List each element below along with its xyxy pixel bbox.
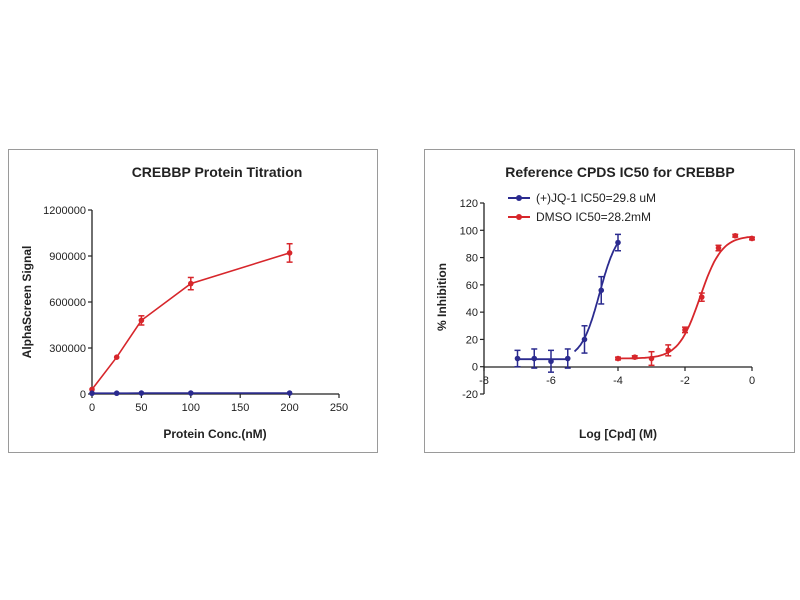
ic50-panel — [424, 149, 795, 453]
data-marks — [89, 242, 293, 397]
x-tick-label: 150 — [231, 402, 249, 414]
y-tick-label: 300000 — [49, 343, 86, 355]
protein-titration-chart: CREBBP Protein Titration AlphaScreen Sig… — [20, 164, 348, 441]
data-marks — [514, 232, 755, 373]
protein-titration-panel — [8, 149, 378, 453]
data-point — [648, 355, 655, 362]
data-point — [113, 390, 120, 397]
chart-title: CREBBP Protein Titration — [132, 164, 303, 180]
y-tick-label: 100 — [460, 225, 478, 237]
x-tick-label: -8 — [479, 375, 489, 387]
x-tick-label: -6 — [546, 375, 556, 387]
y-axis-label: % Inhibition — [435, 263, 449, 331]
x-tick-label: -4 — [613, 375, 623, 387]
data-point — [682, 327, 688, 333]
x-tick-label: 50 — [135, 402, 147, 414]
data-point — [581, 336, 588, 343]
x-axis-label: Log [Cpd] (M) — [579, 427, 657, 441]
legend-marker-dmso — [516, 214, 522, 220]
y-tick-label: 40 — [466, 307, 478, 319]
data-point — [286, 250, 293, 256]
x-tick-label: 200 — [280, 402, 298, 414]
data-point — [732, 232, 739, 239]
y-tick-label: 60 — [466, 280, 478, 292]
data-point — [631, 354, 638, 360]
y-tick-label: -20 — [462, 389, 478, 401]
data-point — [698, 294, 705, 300]
data-point — [715, 245, 722, 251]
ic50-chart: Reference CPDS IC50 for CREBBP % Inhibit… — [435, 164, 755, 441]
chart-title: Reference CPDS IC50 for CREBBP — [505, 164, 735, 180]
data-point — [749, 235, 755, 242]
legend-marker-jq1 — [516, 195, 522, 201]
y-tick-label: 600000 — [49, 297, 86, 309]
x-tick-label: 250 — [330, 402, 348, 414]
data-point — [598, 287, 605, 294]
x-tick-label: 0 — [749, 375, 755, 387]
fit-curve — [573, 242, 619, 353]
y-tick-label: 900000 — [49, 251, 86, 263]
data-point — [615, 355, 621, 362]
x-tick-label: 0 — [89, 402, 95, 414]
legend-label-dmso: DMSO IC50=28.2mM — [536, 210, 651, 224]
data-point — [286, 390, 293, 396]
y-tick-label: 20 — [466, 334, 478, 346]
data-point — [138, 390, 145, 396]
data-point — [113, 354, 120, 361]
legend: (+)JQ-1 IC50=29.8 uM DMSO IC50=28.2mM — [508, 191, 656, 224]
data-point — [89, 390, 95, 397]
y-tick-label: 0 — [472, 362, 478, 374]
x-tick-label: 100 — [182, 402, 200, 414]
x-tick-label: -2 — [680, 375, 690, 387]
y-tick-label: 80 — [466, 253, 478, 265]
y-tick-label: 0 — [80, 389, 86, 401]
data-point — [188, 280, 194, 287]
data-point — [188, 390, 194, 396]
legend-label-jq1: (+)JQ-1 IC50=29.8 uM — [536, 191, 656, 205]
data-point — [138, 317, 145, 324]
y-tick-label: 1200000 — [43, 205, 86, 217]
data-point — [615, 239, 621, 246]
series-line — [91, 252, 290, 390]
fit-curve — [618, 235, 753, 360]
x-axis-label: Protein Conc.(nM) — [163, 427, 266, 441]
data-point — [89, 386, 95, 393]
y-tick-label: 120 — [460, 198, 478, 210]
data-point — [665, 347, 672, 354]
axes: 0 300000 600000 900000 1200000 0 50 100 150 200 25… — [43, 205, 348, 414]
y-axis-label: AlphaScreen Signal — [20, 246, 34, 359]
